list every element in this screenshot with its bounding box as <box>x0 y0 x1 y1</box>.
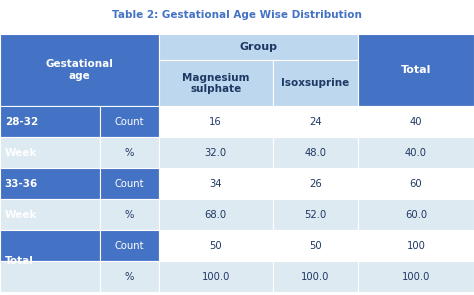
Text: 28-32: 28-32 <box>5 117 38 127</box>
Text: Magnesium
sulphate: Magnesium sulphate <box>182 73 249 94</box>
Bar <box>358 261 474 292</box>
Bar <box>159 137 273 168</box>
Bar <box>273 261 358 292</box>
Text: 48.0: 48.0 <box>304 148 326 158</box>
Bar <box>100 261 159 292</box>
Bar <box>100 137 159 168</box>
Text: 32.0: 32.0 <box>205 148 227 158</box>
Text: 100.0: 100.0 <box>201 272 230 281</box>
Text: Count: Count <box>114 241 144 250</box>
Text: 50: 50 <box>210 241 222 250</box>
Bar <box>0 106 100 137</box>
Bar <box>358 106 474 137</box>
Text: Gestational
age: Gestational age <box>46 59 113 81</box>
Bar <box>100 230 159 261</box>
Text: 52.0: 52.0 <box>304 210 326 219</box>
Text: 60.0: 60.0 <box>405 210 427 219</box>
Text: 26: 26 <box>309 179 321 189</box>
Bar <box>159 261 273 292</box>
Text: %: % <box>125 148 134 158</box>
Bar <box>159 168 273 199</box>
Text: 40: 40 <box>410 117 422 127</box>
Text: Total: Total <box>401 65 431 75</box>
Bar <box>159 60 273 106</box>
Bar <box>358 168 474 199</box>
Text: Group: Group <box>239 42 277 52</box>
Text: Isoxsuprine: Isoxsuprine <box>281 78 349 88</box>
Bar <box>0 261 100 292</box>
Text: 33-36: 33-36 <box>5 179 38 189</box>
Bar <box>358 230 474 261</box>
Bar <box>0 137 100 168</box>
Text: 100.0: 100.0 <box>301 272 329 281</box>
Bar <box>273 168 358 199</box>
Text: Count: Count <box>114 179 144 189</box>
Text: 50: 50 <box>309 241 321 250</box>
Bar <box>100 106 159 137</box>
Text: 100: 100 <box>407 241 425 250</box>
Bar <box>0 34 159 106</box>
Text: Week: Week <box>5 210 37 219</box>
Bar <box>159 199 273 230</box>
Text: 16: 16 <box>210 117 222 127</box>
Bar <box>100 199 159 230</box>
Text: 24: 24 <box>309 117 321 127</box>
Bar <box>0 168 100 199</box>
Bar <box>273 199 358 230</box>
Text: Total: Total <box>5 256 34 266</box>
Text: %: % <box>125 210 134 219</box>
Text: 34: 34 <box>210 179 222 189</box>
Text: Count: Count <box>114 117 144 127</box>
Bar <box>159 34 358 60</box>
Bar <box>0 230 100 261</box>
Text: %: % <box>125 272 134 281</box>
Bar <box>0 199 100 230</box>
Bar <box>358 34 474 106</box>
Bar <box>273 230 358 261</box>
Text: 68.0: 68.0 <box>205 210 227 219</box>
Text: Week: Week <box>5 148 37 158</box>
Bar <box>358 199 474 230</box>
Bar <box>358 137 474 168</box>
Bar <box>273 60 358 106</box>
Text: 40.0: 40.0 <box>405 148 427 158</box>
Bar <box>159 106 273 137</box>
Text: 60: 60 <box>410 179 422 189</box>
Bar <box>273 106 358 137</box>
Text: Table 2: Gestational Age Wise Distribution: Table 2: Gestational Age Wise Distributi… <box>112 10 362 20</box>
Bar <box>159 230 273 261</box>
Bar <box>100 168 159 199</box>
Bar <box>273 137 358 168</box>
Text: 100.0: 100.0 <box>402 272 430 281</box>
